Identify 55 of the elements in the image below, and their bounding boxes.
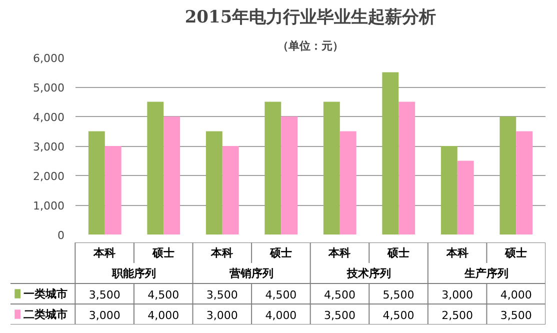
data-label: 4,000 (148, 308, 180, 322)
data-label: 2,500 (442, 308, 474, 322)
bar (88, 131, 105, 234)
bar (264, 102, 282, 234)
data-label: 4,500 (265, 288, 297, 302)
bar (147, 102, 164, 234)
bar (281, 116, 298, 234)
data-label: 4,500 (148, 288, 180, 302)
text: 技术序列 (346, 266, 392, 280)
chart-subtitle: （单位：元） (278, 40, 344, 52)
y-tick-label: 6,000 (33, 52, 65, 65)
data-label: 4,500 (382, 308, 414, 322)
data-label: 3,500 (206, 288, 238, 302)
x-tick-label: 硕士 (504, 246, 528, 260)
y-tick-label: 2,000 (33, 170, 65, 183)
data-label: 3,500 (324, 308, 356, 322)
x-tick-label: 硕士 (151, 246, 174, 260)
data-label: 4,500 (324, 288, 356, 302)
legend-label: 一类城市 (23, 287, 68, 300)
bar (323, 102, 340, 234)
bar (382, 72, 399, 234)
data-label: 4,000 (265, 308, 297, 322)
data-label: 5,500 (382, 288, 414, 302)
bar (457, 160, 474, 234)
data-label: 3,000 (88, 308, 120, 322)
x-tick-label: 本科 (210, 246, 234, 260)
y-tick-label: 0 (58, 229, 64, 242)
bar (516, 131, 533, 234)
text: 生产序列 (464, 266, 509, 280)
bar (440, 146, 458, 234)
x-tick-label: 硕士 (386, 246, 410, 260)
x-tick-label: 本科 (445, 246, 468, 260)
bar (222, 146, 239, 234)
bar (164, 116, 180, 234)
y-tick-label: 3,000 (33, 140, 65, 154)
data-label: 4,000 (500, 288, 532, 302)
bar (206, 131, 222, 234)
text: 职能序列 (110, 266, 156, 280)
x-tick-label: 本科 (328, 246, 351, 260)
y-tick-label: 5,000 (33, 82, 65, 94)
data-label: 3,500 (500, 308, 532, 322)
bar (500, 116, 516, 234)
y-tick-label: 4,000 (33, 111, 65, 124)
x-tick-label: 硕士 (268, 246, 292, 260)
bar (104, 146, 122, 234)
x-tick-label: 本科 (92, 246, 116, 260)
data-label: 3,000 (206, 308, 238, 322)
data-label: 3,500 (88, 288, 120, 302)
bar (398, 102, 416, 234)
y-tick-label: 1,000 (33, 200, 65, 212)
chart-title: 2015年电力行业毕业生起薪分析 (184, 8, 436, 28)
text: 营销序列 (228, 266, 274, 280)
legend-label: 二类城市 (23, 308, 68, 321)
data-label: 3,000 (442, 288, 474, 302)
bar (340, 131, 356, 234)
